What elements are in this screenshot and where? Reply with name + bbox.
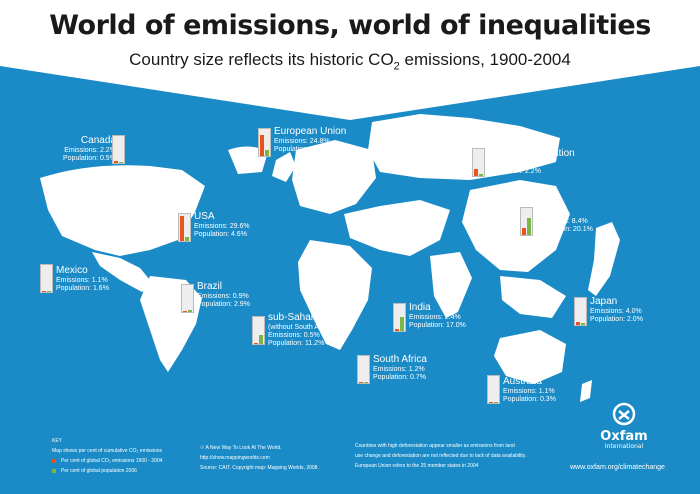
source-credit: ☉ A New Way To Look At The World. http:/… — [200, 445, 319, 471]
indicator-china — [520, 207, 533, 236]
page-title: World of emissions, world of inequalitie… — [49, 10, 651, 41]
region-label-china: China Emissions: 8.4% Population: 20.1% — [536, 206, 593, 233]
region-label-india: India Emissions: 2.4% Population: 17.0% — [409, 302, 466, 329]
landmass-russia — [368, 114, 560, 180]
landmass-china — [462, 180, 570, 272]
population-bar — [185, 237, 189, 241]
globe-icon: ☉ — [200, 445, 206, 451]
landmass-middle-east — [344, 200, 450, 256]
population-bar — [259, 334, 263, 344]
region-label-sub-saharan-africa: sub-Saharan Africa (without South Africa… — [268, 312, 354, 347]
landmass-india — [430, 252, 472, 318]
indicator-mexico — [40, 264, 53, 293]
region-label-mexico: Mexico Emissions: 1.1% Population: 1.6% — [56, 265, 109, 292]
key-emissions-entry: Per cent of global CO₂ emissions 1900 - … — [52, 456, 162, 466]
population-bar — [494, 402, 498, 403]
region-label-japan: Japan Emissions: 4.0% Population: 2.0% — [590, 296, 643, 323]
landmass-southeast-asia — [500, 276, 566, 318]
key-title: KEY — [52, 438, 63, 444]
landmass-british-isles — [272, 152, 296, 182]
population-bar — [400, 316, 404, 331]
map-key: KEY Map shows per cent of cumulative CO₂… — [52, 436, 162, 476]
emissions-bar — [522, 228, 526, 235]
emissions-bar — [183, 311, 187, 312]
emissions-bar — [42, 291, 46, 292]
population-bar — [479, 174, 483, 176]
landmass-africa — [298, 240, 372, 350]
emissions-bar — [474, 169, 478, 176]
region-label-usa: USA Emissions: 29.6% Population: 4.6% — [194, 211, 250, 238]
landmass-north-america — [40, 165, 205, 256]
oxfam-url[interactable]: www.oxfam.org/climatechange — [570, 464, 665, 471]
indicator-eu — [258, 128, 271, 157]
indicator-japan — [574, 297, 587, 326]
landmass-new-zealand — [580, 380, 592, 402]
landmass-australia — [494, 330, 566, 384]
emissions-swatch — [52, 458, 56, 463]
population-bar — [47, 290, 51, 292]
indicator-brazil — [181, 284, 194, 313]
region-label-australia: Australia Emissions: 1.1% Population: 0.… — [503, 376, 556, 403]
emissions-bar — [254, 343, 258, 344]
source-url[interactable]: http://show.mappingworlds.com — [200, 455, 270, 461]
emissions-bar — [114, 161, 118, 163]
oxfam-logo: Oxfam International — [600, 429, 648, 450]
page-subtitle: Country size reflects its historic CO2 e… — [129, 50, 571, 73]
landmass-central-america — [92, 252, 155, 292]
indicator-australia — [487, 375, 500, 404]
population-swatch — [52, 468, 56, 473]
indicator-india — [393, 303, 406, 332]
region-label-south-africa: South Africa Emissions: 1.2% Population:… — [373, 354, 427, 381]
emissions-bar — [395, 329, 399, 331]
landmass-europe — [292, 140, 376, 214]
indicator-canada — [112, 135, 125, 164]
population-bar — [265, 150, 269, 156]
region-label-brazil: Brazil Emissions: 0.9% Population: 2.9% — [197, 281, 250, 308]
population-bar — [527, 218, 531, 235]
region-label-russia: Russian Federation Emissions: 8.4% Popul… — [488, 148, 575, 175]
population-bar — [188, 309, 192, 312]
emissions-bar — [180, 216, 184, 241]
region-label-eu: European Union Emissions: 24.8% Populati… — [274, 126, 347, 153]
footnotes: Countries with high deforestation appear… — [355, 443, 527, 469]
emissions-bar — [260, 135, 264, 156]
population-bar — [364, 382, 368, 383]
region-label-canada: Canada Emissions: 2.2% Population: 0.5% — [63, 135, 116, 162]
landmass-japan — [588, 222, 620, 296]
population-bar — [581, 323, 585, 325]
oxfam-logo-mark — [612, 402, 636, 426]
key-description: Map shows per cent of cumulative CO₂ emi… — [52, 448, 163, 454]
population-bar — [119, 162, 123, 163]
emissions-bar — [359, 382, 363, 383]
indicator-usa — [178, 213, 191, 242]
indicator-south-africa — [357, 355, 370, 384]
emissions-bar — [489, 402, 493, 403]
indicator-sub-saharan-africa — [252, 316, 265, 345]
indicator-russia — [472, 148, 485, 177]
emissions-bar — [576, 321, 580, 325]
key-population-entry: Per cent of global population 2006 — [52, 466, 162, 476]
